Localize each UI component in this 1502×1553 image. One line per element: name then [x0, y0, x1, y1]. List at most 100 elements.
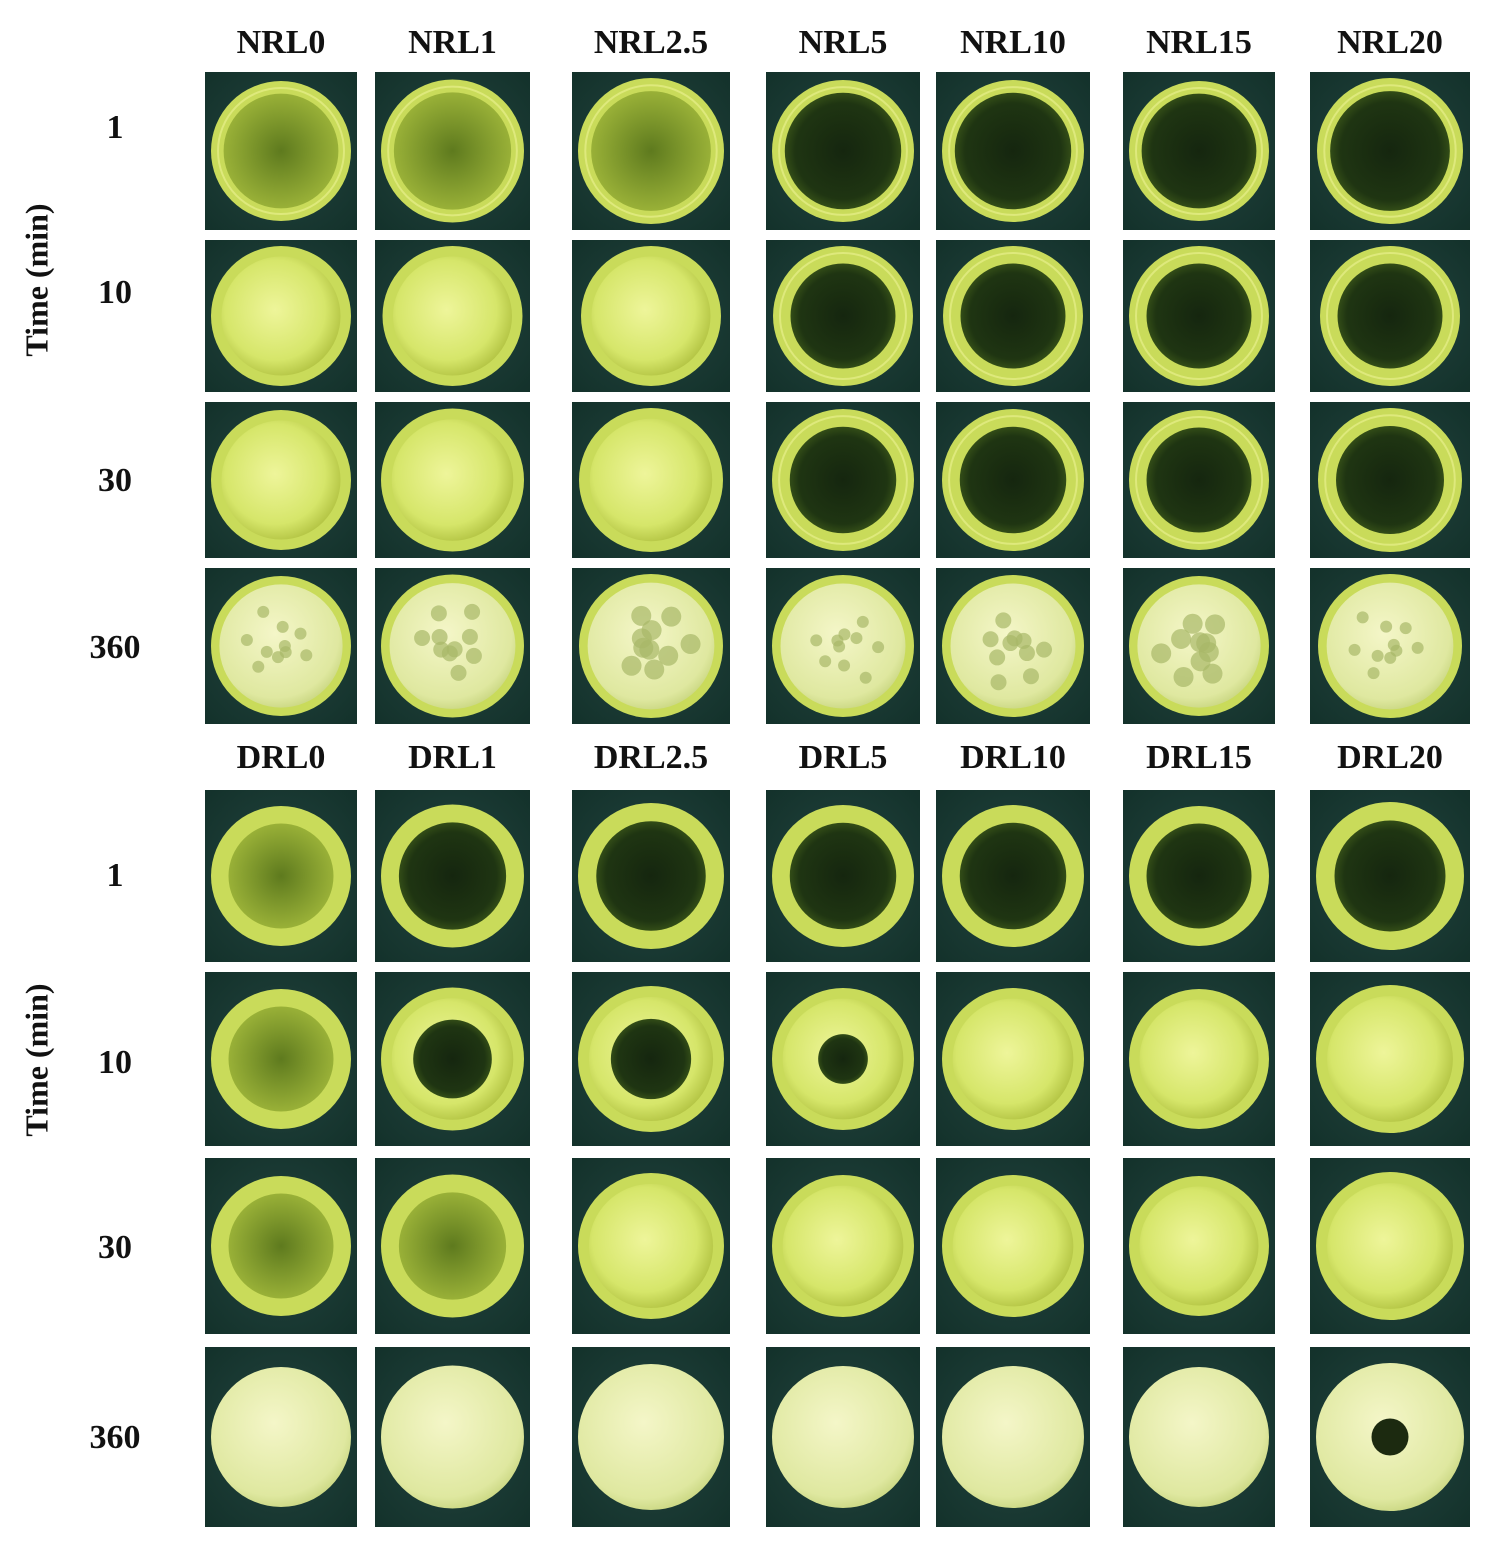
- well-photo: [572, 568, 730, 724]
- well-core: [1371, 1418, 1409, 1456]
- well-center: [588, 1183, 714, 1309]
- well-center: [589, 418, 713, 542]
- spot: [465, 647, 482, 664]
- axis-label: Time (min): [18, 203, 54, 356]
- well-core: [818, 1034, 868, 1084]
- row-label: 30: [98, 462, 132, 499]
- well-ring: [217, 87, 345, 215]
- well-rim: [578, 1364, 724, 1510]
- well-rim: [1129, 1367, 1269, 1507]
- well-ring: [778, 86, 908, 216]
- well-ring: [948, 415, 1078, 545]
- well-photo: [766, 790, 920, 962]
- well-center: [596, 821, 706, 931]
- row-label: 360: [90, 629, 141, 666]
- well-center: [1139, 999, 1259, 1119]
- spot: [982, 631, 999, 648]
- well-center: [952, 998, 1074, 1120]
- well-ring: [1135, 252, 1263, 380]
- well-center: [1330, 91, 1450, 211]
- spot: [1384, 651, 1397, 664]
- row-label: 1: [107, 109, 124, 146]
- well-center: [591, 256, 711, 376]
- well-photo: [1123, 972, 1275, 1146]
- well-center: [960, 263, 1066, 369]
- column-header: NRL15: [1146, 24, 1252, 61]
- well-photo: [766, 72, 920, 230]
- spot: [252, 660, 265, 673]
- well-center: [228, 1193, 334, 1299]
- row-label: 10: [98, 1044, 132, 1081]
- well-photo: [936, 1347, 1090, 1527]
- column-header: DRL1: [408, 739, 497, 776]
- well-photo: [766, 972, 920, 1146]
- spot: [995, 612, 1012, 629]
- spot: [838, 659, 851, 672]
- well-rim: [211, 1367, 351, 1507]
- spot: [838, 628, 851, 641]
- well-photo: [572, 72, 730, 230]
- spot: [461, 628, 478, 645]
- spot: [430, 605, 447, 622]
- spot: [1205, 614, 1226, 635]
- spot: [1182, 613, 1203, 634]
- row-label: 1: [107, 857, 124, 894]
- spot: [1202, 663, 1223, 684]
- panel: NRL0 NRL1 NRL2.5 NRL5 NRL10 NRL15 NRL20 1 10 30 36…: [18, 24, 1470, 724]
- well-core: [610, 1018, 692, 1100]
- well-center: [591, 91, 711, 211]
- spot: [1190, 651, 1211, 672]
- spot: [872, 641, 885, 654]
- well-photo: [572, 1158, 730, 1334]
- well-center: [1141, 93, 1257, 209]
- well-photo: [1310, 72, 1470, 230]
- well-ring: [949, 252, 1077, 380]
- well-center: [954, 92, 1072, 210]
- well-ring: [1135, 87, 1263, 215]
- well-photo: [936, 568, 1090, 724]
- well-photo: [205, 1158, 357, 1334]
- well-photo: [1310, 790, 1470, 962]
- well-photo: [1123, 240, 1275, 392]
- well-center: [959, 822, 1067, 930]
- spot: [631, 605, 652, 626]
- well-center: [1139, 1186, 1259, 1306]
- spot: [240, 633, 253, 646]
- well-photo: [1123, 568, 1275, 724]
- well-ring: [948, 86, 1078, 216]
- column-header: DRL15: [1146, 739, 1252, 776]
- well-rim: [942, 1366, 1084, 1508]
- column-header: NRL0: [237, 24, 326, 61]
- well-center: [1146, 263, 1252, 369]
- well-center: [1146, 427, 1252, 533]
- spot: [294, 627, 307, 640]
- well-photo: [375, 72, 530, 230]
- well-ring: [779, 252, 907, 380]
- well-photo: [572, 972, 730, 1146]
- column-header: DRL0: [237, 739, 326, 776]
- spot: [989, 649, 1006, 666]
- well-photo: [205, 568, 357, 724]
- spot: [276, 620, 289, 633]
- spot: [464, 603, 481, 620]
- spot: [661, 606, 682, 627]
- spot: [1173, 667, 1194, 688]
- spot: [1171, 628, 1192, 649]
- well-photo: [1123, 72, 1275, 230]
- well-center: [1336, 426, 1444, 534]
- well-photo: [1310, 402, 1470, 558]
- well-center: [398, 1192, 507, 1300]
- spot: [810, 634, 823, 647]
- well-center: [1146, 823, 1252, 929]
- well-photo: [766, 240, 920, 392]
- spot: [1036, 641, 1053, 658]
- column-header: NRL1: [408, 24, 497, 61]
- spot: [1399, 622, 1412, 635]
- well-core: [413, 1019, 492, 1099]
- column-header: NRL2.5: [594, 24, 708, 61]
- spot: [431, 629, 448, 646]
- well-ring: [1323, 84, 1457, 218]
- well-center: [959, 426, 1067, 534]
- spot: [1411, 641, 1424, 654]
- well-center: [784, 92, 902, 210]
